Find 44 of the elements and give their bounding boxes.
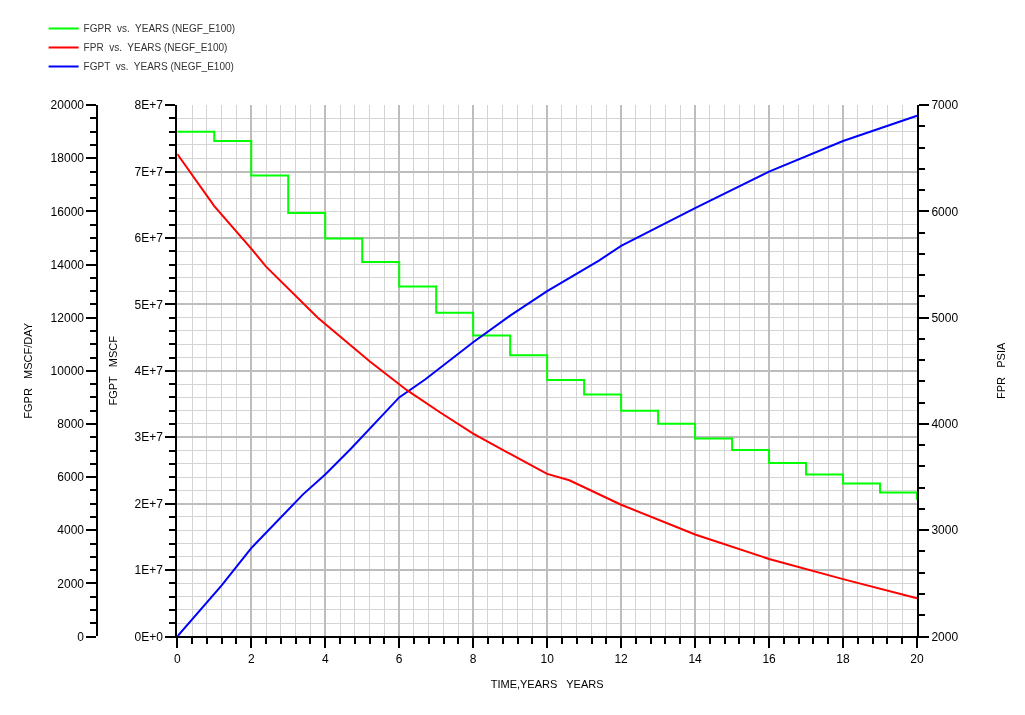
y3-tick-label: 5000: [931, 310, 959, 325]
y-tick-label: 20000: [50, 98, 85, 113]
x-tick-label: 6: [395, 651, 403, 666]
x-tick-label: 10: [540, 651, 555, 666]
legend-label: FPR vs. YEARS (NEGF_E100): [83, 42, 228, 54]
y2-tick-label: 3E+7: [134, 430, 164, 445]
x-tick-label: 12: [614, 651, 629, 666]
y-tick-label: 12000: [50, 310, 85, 325]
legend-label: FGPT vs. YEARS (NEGF_E100): [83, 61, 234, 73]
y2-axis-title: FGPT MSCF: [106, 335, 119, 406]
y2-tick-label: 8E+7: [134, 98, 164, 113]
y-tick-label: 16000: [50, 204, 85, 219]
y3-axis-title: FPR PSIA: [995, 342, 1008, 399]
y3-tick-label: 7000: [931, 98, 959, 113]
y-tick-label: 14000: [50, 257, 85, 272]
y-tick-label: 18000: [50, 151, 85, 166]
y-tick-label: 4000: [57, 523, 85, 538]
y2-tick-label: 4E+7: [134, 364, 164, 379]
y-axis-title: FGPR MSCF/DAY: [21, 322, 34, 419]
y2-tick-label: 7E+7: [134, 164, 164, 179]
y3-tick-label: 2000: [931, 629, 959, 644]
y-tick-label: 6000: [57, 470, 85, 485]
x-tick-label: 4: [321, 651, 329, 666]
x-tick-label: 8: [469, 651, 477, 666]
y2-tick-label: 2E+7: [134, 496, 164, 511]
y-tick-label: 8000: [57, 417, 85, 432]
y2-tick-label: 1E+7: [134, 563, 164, 578]
x-tick-label: 2: [247, 651, 255, 666]
x-tick-label: 14: [688, 651, 703, 666]
y3-tick-label: 6000: [931, 204, 959, 219]
x-tick-label: 0: [173, 651, 181, 666]
legend-label: FGPR vs. YEARS (NEGF_E100): [83, 23, 236, 35]
y3-tick-label: 4000: [931, 417, 959, 432]
y-tick-label: 10000: [50, 364, 85, 379]
x-tick-label: 16: [762, 651, 777, 666]
y-tick-label: 0: [77, 629, 85, 644]
x-axis-title: TIME,YEARS YEARS: [490, 677, 604, 690]
y2-tick-label: 6E+7: [134, 231, 164, 246]
x-tick-label: 18: [836, 651, 851, 666]
y2-tick-label: 0E+0: [134, 629, 164, 644]
y2-tick-label: 5E+7: [134, 297, 164, 312]
y-tick-label: 2000: [57, 576, 85, 591]
x-tick-label: 20: [910, 651, 924, 666]
y3-tick-label: 3000: [931, 523, 959, 538]
